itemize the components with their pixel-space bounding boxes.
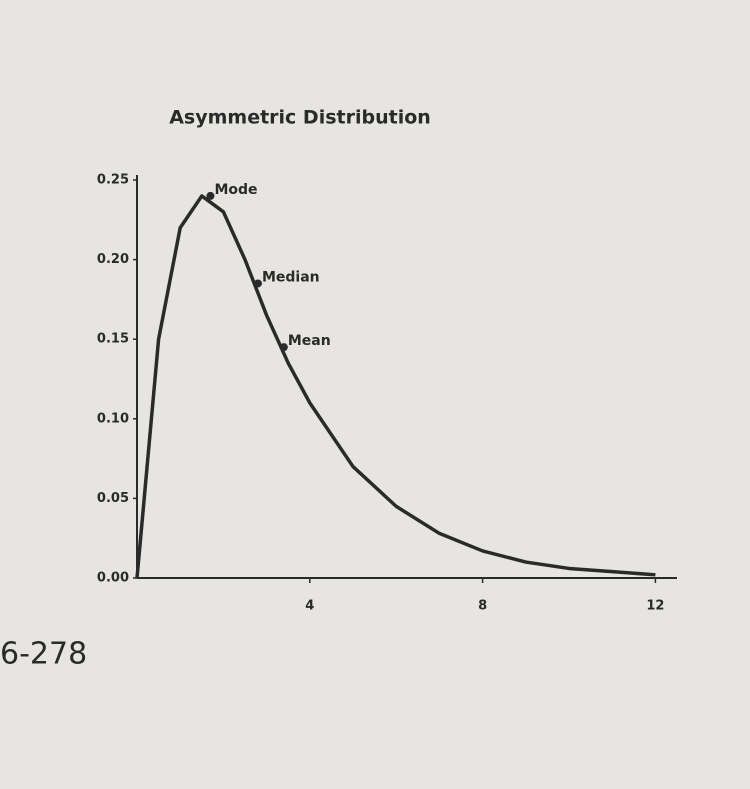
x-tick-label: 8 (478, 599, 487, 614)
x-tick-label: 12 (646, 599, 664, 614)
y-tick-label: 0.20 (97, 252, 129, 267)
y-tick-label: 0.10 (97, 411, 129, 426)
annotation-marker (279, 343, 288, 352)
annotation-label: Mean (288, 333, 331, 349)
y-tick-label: 0.00 (97, 571, 129, 586)
annotation-marker (253, 279, 262, 288)
y-tick-label: 0.25 (97, 173, 129, 188)
chart-title: Asymmetric Distribution (169, 107, 431, 129)
y-tick-label: 0.15 (97, 332, 129, 347)
annotation-marker (206, 191, 215, 200)
line-series (135, 194, 656, 579)
y-tick-label: 0.05 (97, 491, 129, 506)
annotation-label: Mode (214, 182, 257, 198)
annotation-label: Median (262, 269, 320, 285)
x-tick-label: 4 (305, 599, 314, 614)
page-ref: 6-278 (0, 637, 87, 672)
